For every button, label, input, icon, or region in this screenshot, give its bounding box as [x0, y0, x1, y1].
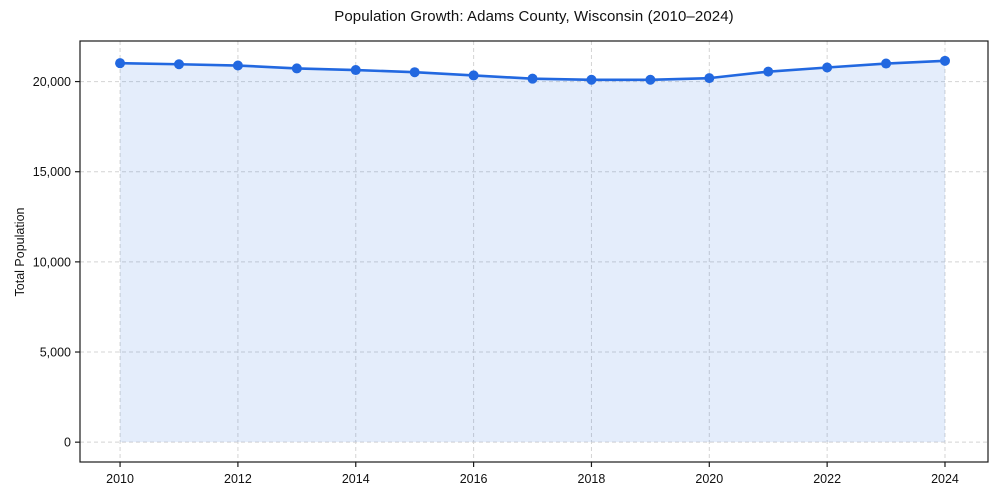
x-tick-label: 2022: [813, 472, 841, 486]
y-tick-label: 5,000: [40, 346, 71, 360]
x-tick-label: 2018: [578, 472, 606, 486]
y-tick-label: 20,000: [33, 75, 71, 89]
x-tick-label: 2024: [931, 472, 959, 486]
x-tick-label: 2012: [224, 472, 252, 486]
data-point-2012: [232, 60, 243, 71]
data-point-2024: [939, 55, 950, 66]
x-tick-label: 2014: [342, 472, 370, 486]
data-point-2017: [527, 73, 538, 84]
y-axis-label: Total Population: [13, 207, 27, 297]
data-point-2013: [291, 63, 302, 74]
y-tick-label: 10,000: [33, 255, 71, 269]
data-point-2014: [350, 65, 361, 76]
x-tick-label: 2010: [106, 472, 134, 486]
data-point-2015: [409, 67, 420, 78]
data-point-2010: [115, 58, 126, 69]
data-point-2019: [645, 74, 656, 85]
data-point-2016: [468, 70, 479, 81]
y-tick-label: 15,000: [33, 165, 71, 179]
data-point-2023: [881, 58, 892, 69]
y-tick-label: 0: [64, 436, 71, 450]
data-point-2022: [822, 62, 833, 73]
x-tick-label: 2016: [460, 472, 488, 486]
data-point-2018: [586, 74, 597, 85]
area-fill: [120, 60, 945, 443]
plot-background: [80, 41, 988, 462]
data-point-2020: [704, 73, 715, 84]
data-point-2021: [763, 66, 774, 77]
chart-title: Population Growth: Adams County, Wiscons…: [334, 8, 734, 25]
axes-spines: [79, 40, 989, 463]
data-point-2011: [173, 59, 184, 70]
x-tick-label: 2020: [695, 472, 723, 486]
